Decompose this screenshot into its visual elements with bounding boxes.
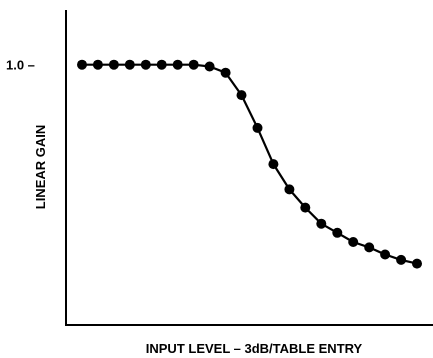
data-points — [77, 59, 422, 269]
x-axis-label: INPUT LEVEL – 3dB/TABLE ENTRY — [146, 341, 363, 356]
data-point — [92, 59, 103, 70]
data-point — [252, 122, 263, 133]
data-point — [124, 59, 135, 70]
data-point — [204, 61, 215, 72]
data-point — [268, 159, 279, 170]
data-point — [396, 254, 407, 265]
data-point — [332, 227, 343, 238]
data-point — [300, 202, 311, 213]
data-point — [156, 59, 167, 70]
y-tick-label: 1.0 – — [6, 58, 35, 73]
series-line — [82, 63, 418, 265]
data-point — [108, 59, 119, 70]
data-point — [220, 67, 231, 78]
data-point — [316, 218, 327, 229]
data-point — [188, 59, 199, 70]
data-point — [172, 59, 183, 70]
y-axis-label: LINEAR GAIN — [33, 125, 48, 210]
data-point — [380, 249, 391, 260]
data-point — [412, 258, 422, 269]
data-point — [77, 59, 87, 70]
data-point — [348, 237, 359, 247]
data-point — [284, 184, 295, 195]
y-tick-layer: 1.0 – — [6, 58, 35, 73]
data-point — [364, 242, 375, 253]
data-point — [140, 59, 151, 70]
data-point — [236, 90, 247, 101]
